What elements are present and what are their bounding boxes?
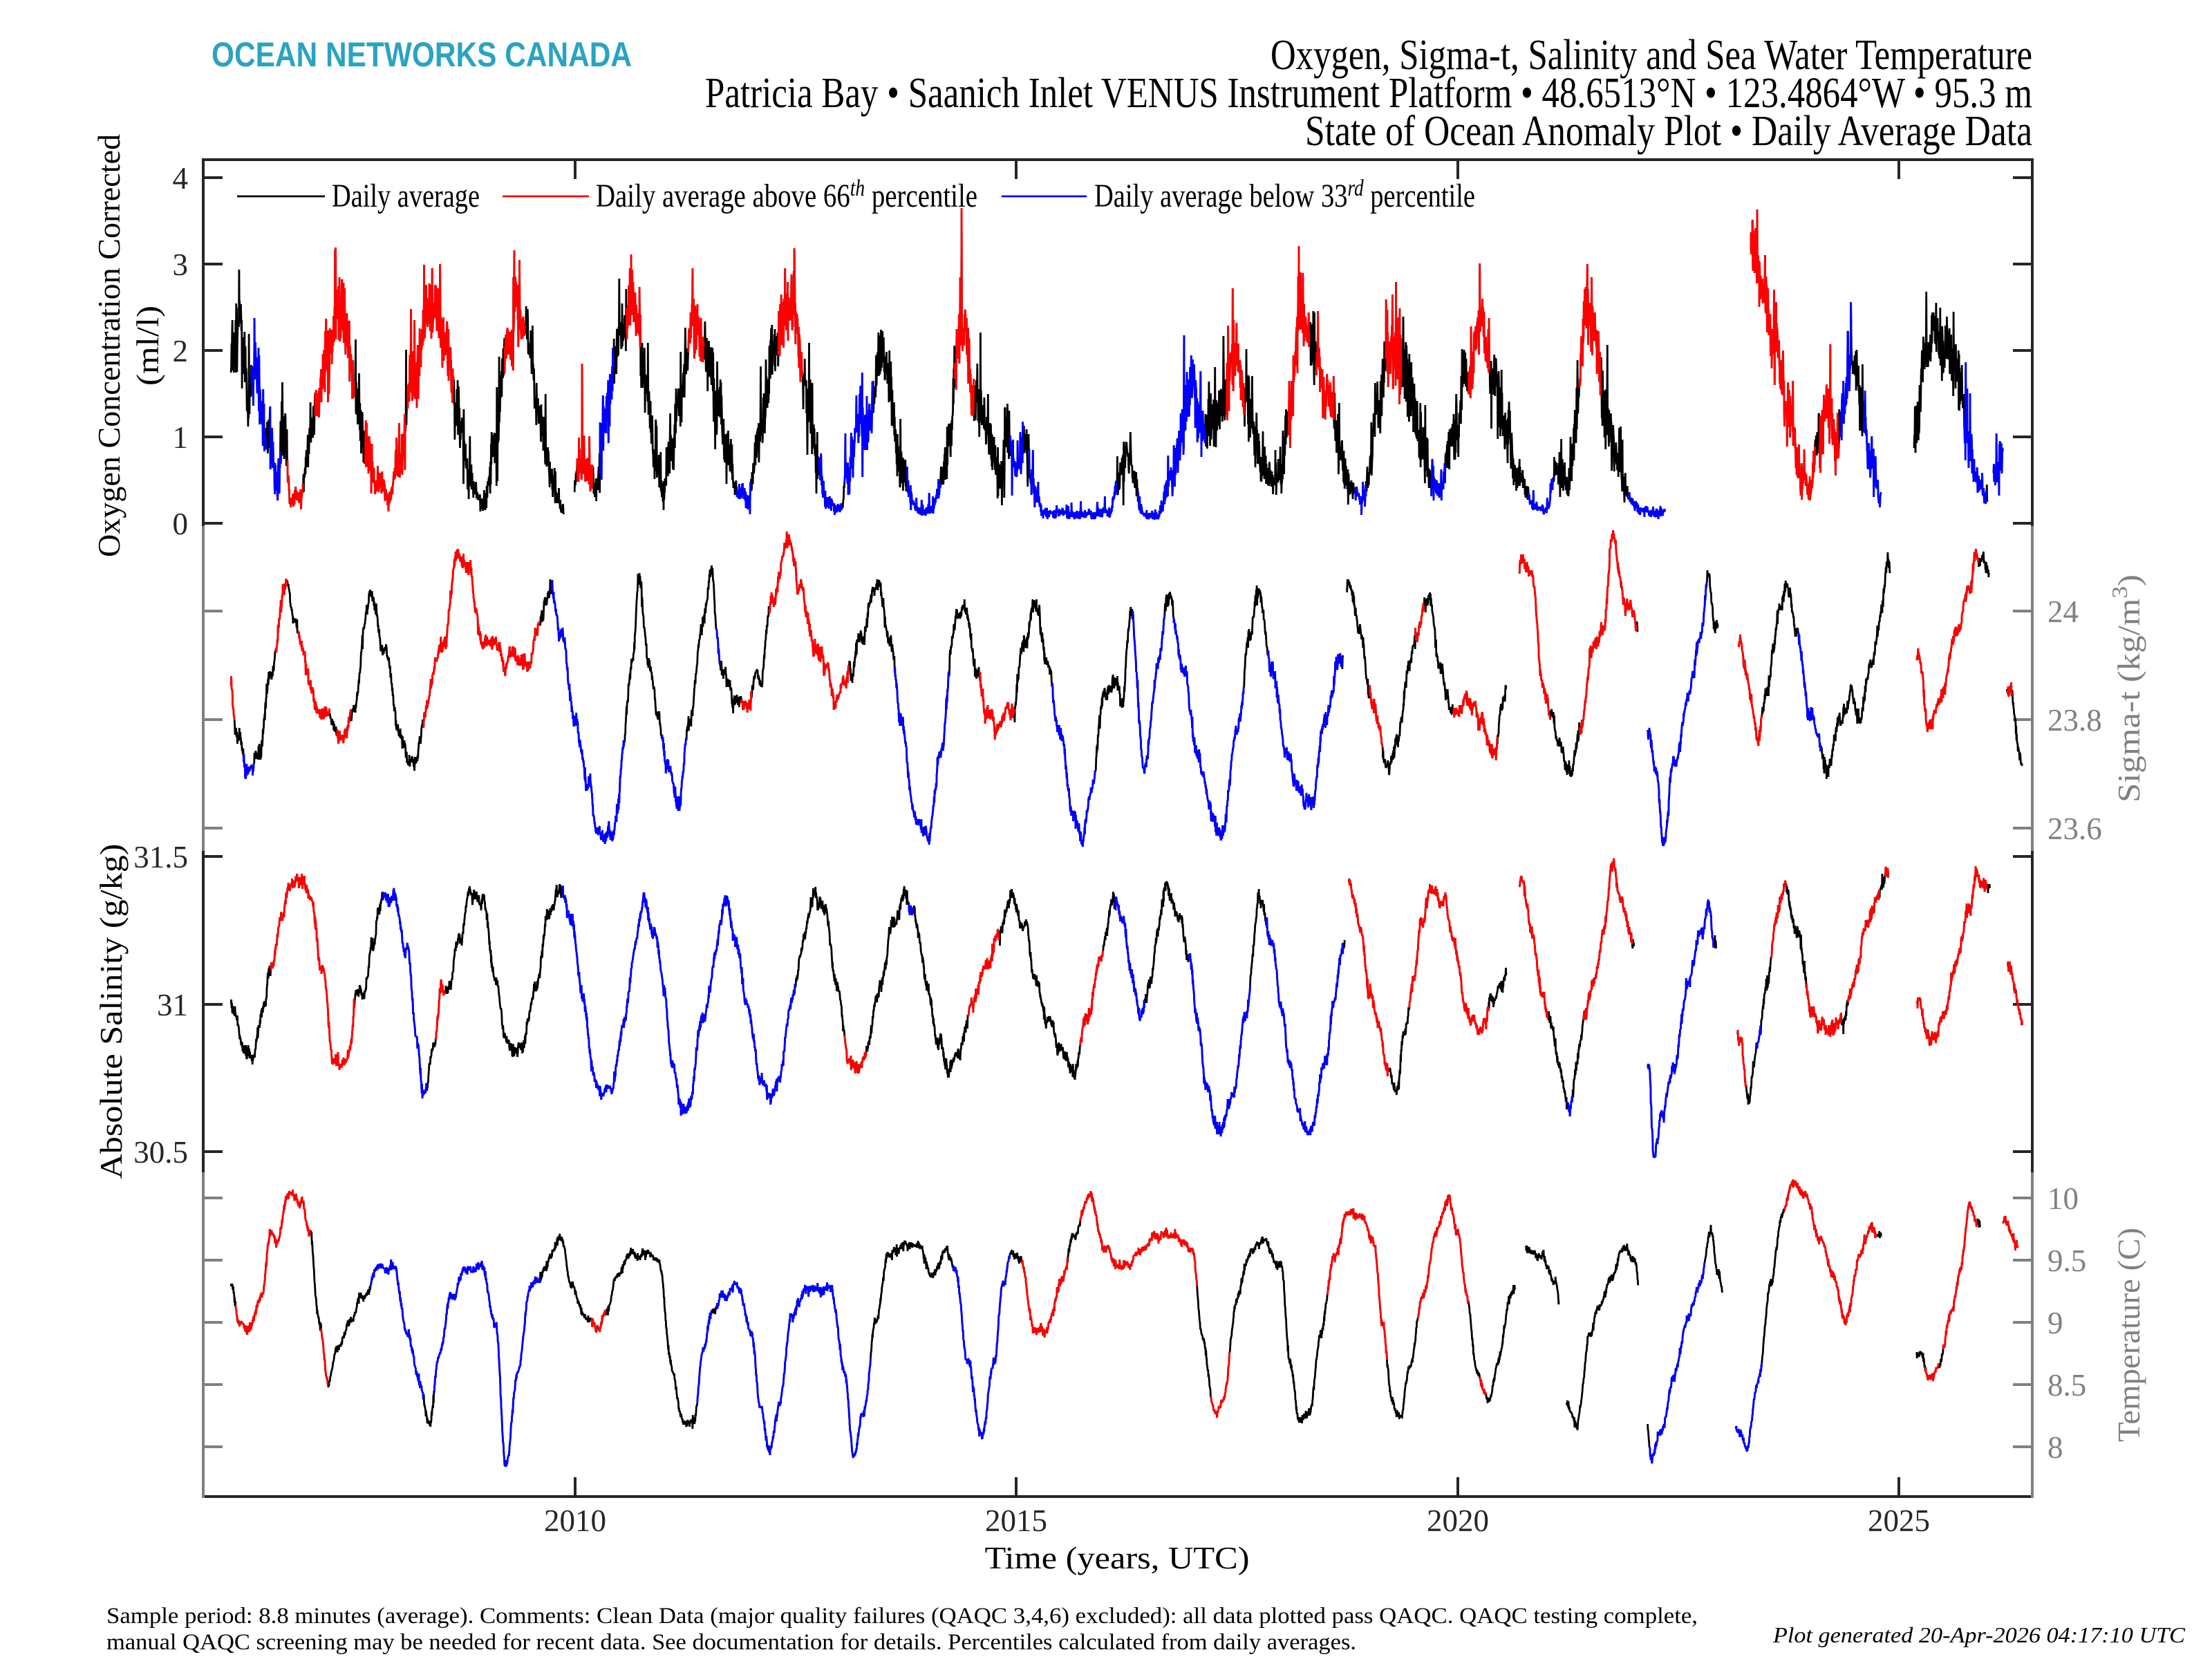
svg-text:31: 31	[157, 988, 188, 1022]
svg-text:State of Ocean Anomaly Plot •: State of Ocean Anomaly Plot • Daily Aver…	[1305, 108, 2032, 155]
svg-text:Oxygen Concentration Corrected: Oxygen Concentration Corrected	[91, 134, 126, 557]
svg-text:2015: 2015	[985, 1503, 1047, 1538]
svg-text:10: 10	[2047, 1181, 2079, 1216]
svg-text:Daily average above 66th perce: Daily average above 66th percentile	[596, 176, 977, 214]
svg-text:0: 0	[173, 507, 189, 541]
svg-text:2020: 2020	[1427, 1503, 1489, 1538]
svg-text:4: 4	[173, 161, 189, 196]
svg-text:Daily average: Daily average	[332, 178, 480, 214]
svg-text:Patricia Bay • Saanich Inlet V: Patricia Bay • Saanich Inlet VENUS Instr…	[705, 70, 2032, 117]
svg-text:(ml/l): (ml/l)	[130, 306, 165, 386]
svg-text:9.5: 9.5	[2047, 1244, 2086, 1278]
svg-text:9: 9	[2047, 1306, 2063, 1340]
svg-text:23.6: 23.6	[2047, 812, 2102, 846]
svg-text:Time (years, UTC): Time (years, UTC)	[985, 1540, 1250, 1575]
svg-text:8.5: 8.5	[2047, 1368, 2086, 1403]
svg-text:Sigma-t (kg/m3): Sigma-t (kg/m3)	[2107, 574, 2146, 803]
svg-text:31.5: 31.5	[133, 840, 188, 874]
svg-text:Temperature (C): Temperature (C)	[2111, 1228, 2146, 1442]
svg-text:2010: 2010	[544, 1503, 606, 1538]
svg-text:8: 8	[2047, 1430, 2063, 1465]
svg-text:manual QAQC screening may be n: manual QAQC screening may be needed for …	[106, 1630, 1356, 1655]
svg-text:Absolute Salinity (g/kg): Absolute Salinity (g/kg)	[93, 844, 129, 1179]
svg-text:30.5: 30.5	[133, 1135, 188, 1170]
svg-text:24: 24	[2047, 594, 2079, 629]
svg-text:2025: 2025	[1868, 1503, 1930, 1538]
svg-text:Sample period: 8.8 minutes (av: Sample period: 8.8 minutes (average). Co…	[106, 1604, 1698, 1629]
svg-text:Oxygen, Sigma-t, Salinity and: Oxygen, Sigma-t, Salinity and Sea Water …	[1271, 32, 2032, 79]
svg-text:3: 3	[173, 247, 189, 282]
svg-text:Plot generated 20-Apr-2026 04:: Plot generated 20-Apr-2026 04:17:10 UTC	[1772, 1622, 2186, 1647]
svg-text:1: 1	[173, 420, 189, 455]
svg-text:23.8: 23.8	[2047, 703, 2102, 738]
svg-text:Daily average below 33rd perce: Daily average below 33rd percentile	[1094, 176, 1475, 214]
svg-text:2: 2	[173, 334, 189, 368]
svg-text:OCEAN NETWORKS CANADA: OCEAN NETWORKS CANADA	[212, 35, 632, 74]
